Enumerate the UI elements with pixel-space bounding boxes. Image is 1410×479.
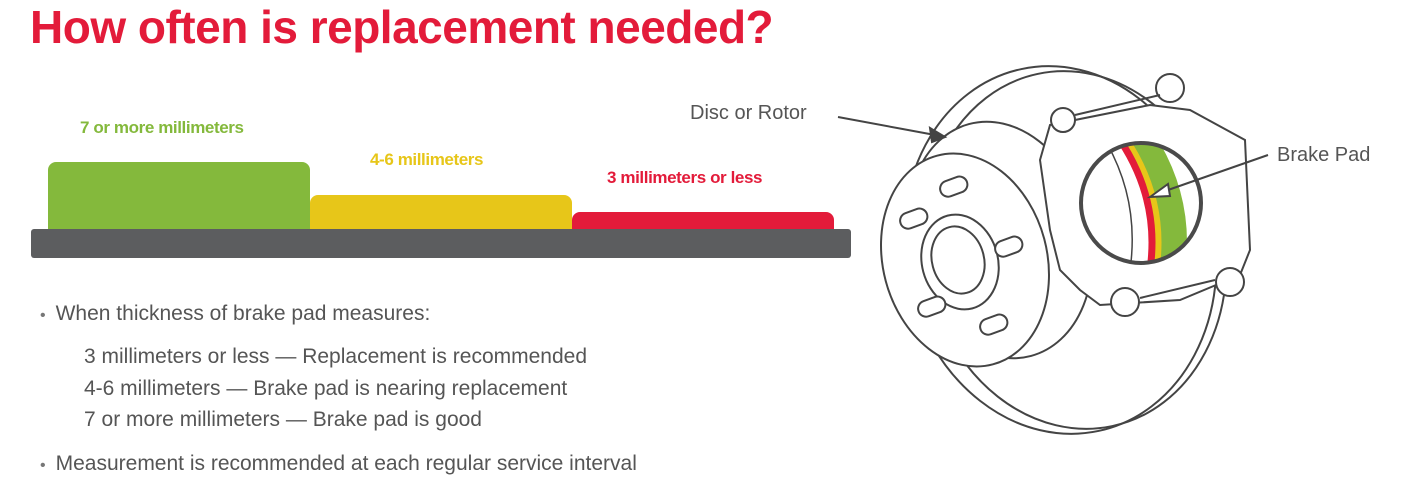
bullet-item: 3 millimeters or less — Replacement is r…: [84, 345, 588, 368]
caliper-bolt: [1050, 107, 1076, 133]
level-label-nearing: 4-6 millimeters: [370, 150, 484, 169]
lug-studs: [899, 175, 1024, 336]
pad-label: Brake Pad: [1277, 144, 1371, 166]
bullet-closing: • Measurement is recommended at each regu…: [40, 452, 637, 475]
bullet-intro: • When thickness of brake pad measures:: [40, 302, 431, 325]
level-label-good: 7 or more millimeters: [80, 118, 244, 137]
bullet-item: 4-6 millimeters — Brake pad is nearing r…: [84, 377, 568, 400]
disc-label: Disc or Rotor: [690, 102, 807, 124]
callout-arrows: [837, 116, 1269, 199]
pad-bar-good: [48, 162, 310, 230]
backing-plate: [31, 229, 851, 258]
level-label-replace: 3 millimeters or less: [607, 168, 763, 187]
magnifier-ring: [1079, 141, 1203, 265]
bullet-closing-text: Measurement is recommended at each regul…: [55, 452, 637, 475]
pad-bar-replace: [572, 212, 834, 230]
bullet-item: 7 or more millimeters — Brake pad is goo…: [84, 408, 482, 431]
bullet-intro-text: When thickness of brake pad measures:: [55, 302, 431, 325]
pad-bar-nearing: [310, 195, 572, 230]
page-title: How often is replacement needed?: [30, 1, 774, 53]
